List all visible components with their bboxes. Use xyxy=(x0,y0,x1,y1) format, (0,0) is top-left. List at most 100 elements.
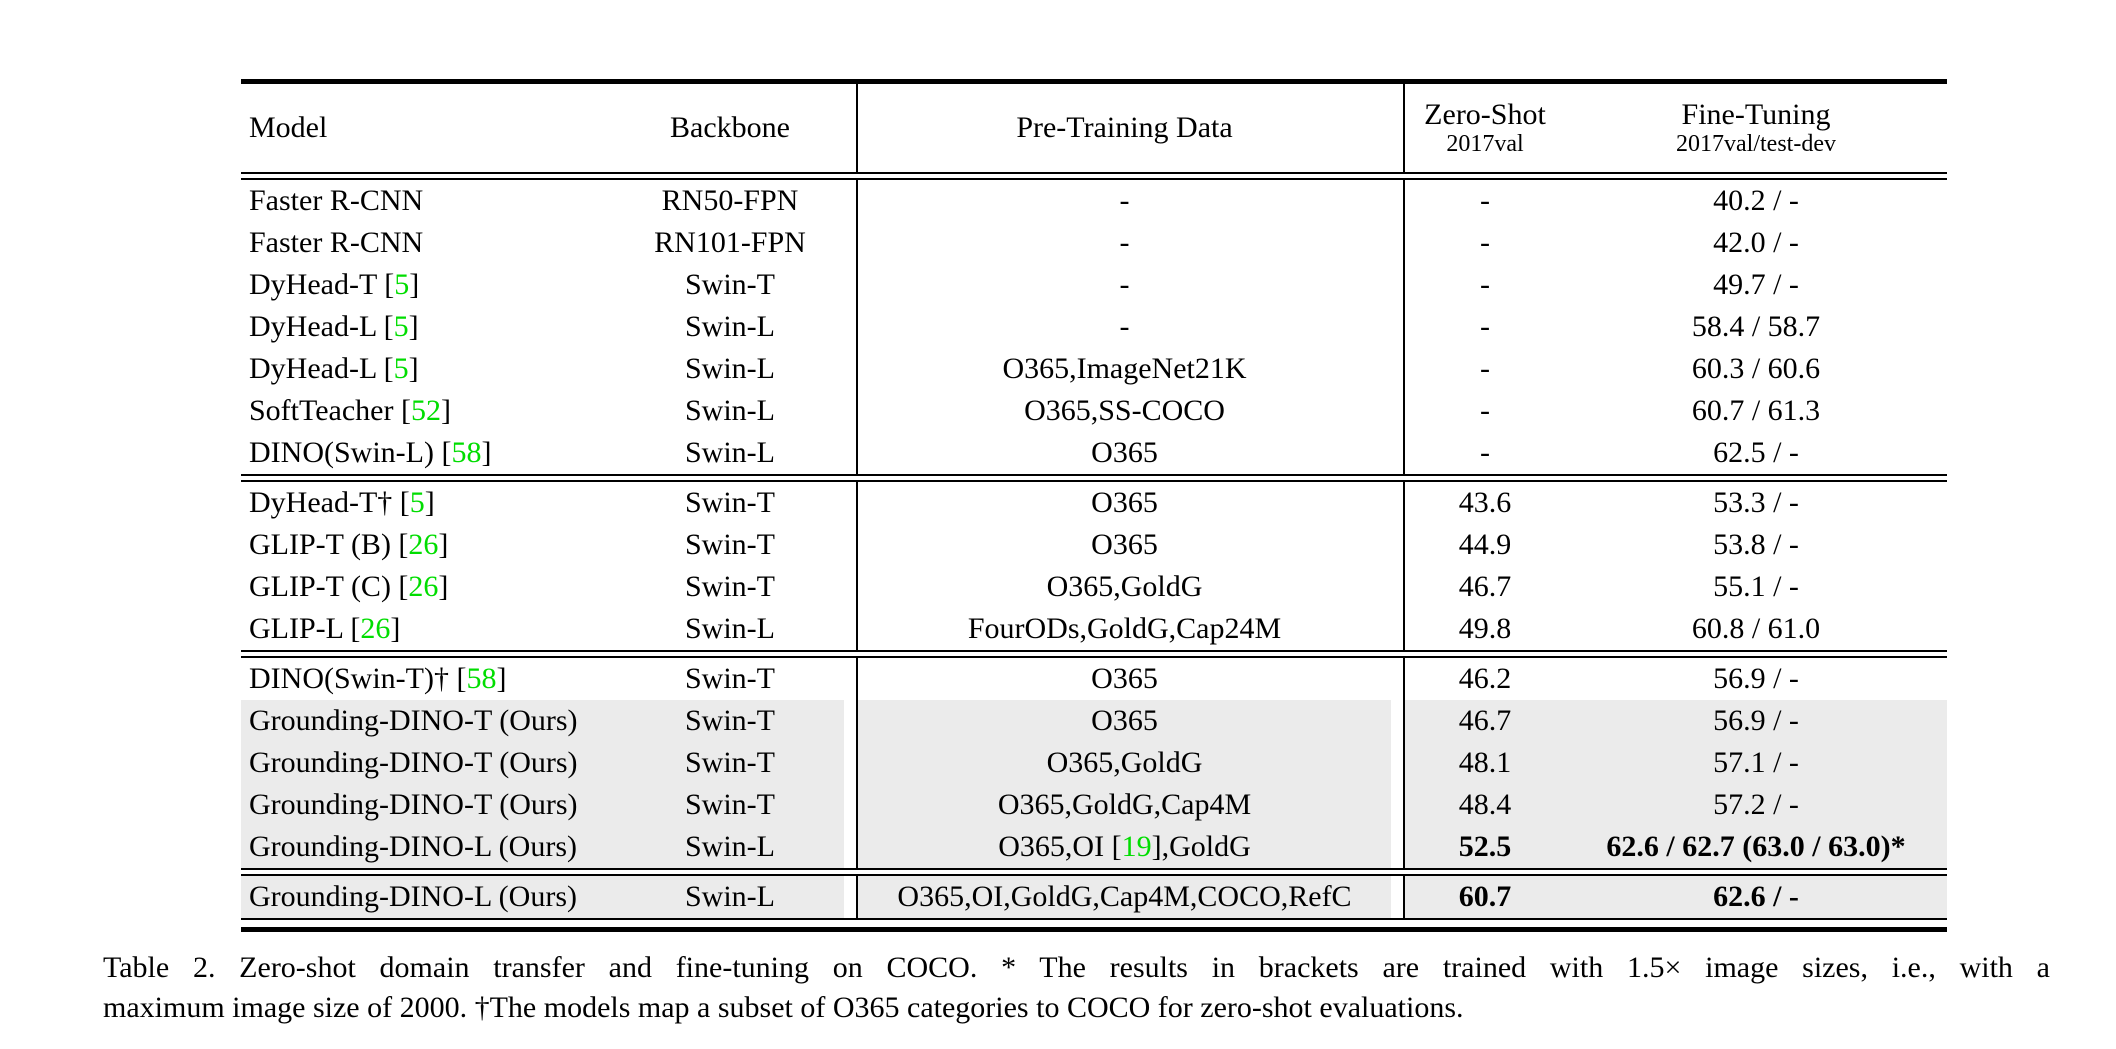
citation-number[interactable]: 5 xyxy=(393,352,409,385)
model-cell: GLIP-L [26] xyxy=(241,608,616,650)
backbone-cell: Swin-T xyxy=(616,264,856,306)
text-segment: DyHead-T [ xyxy=(249,268,395,301)
zeroshot-cell: - xyxy=(1403,222,1565,264)
model-cell: SoftTeacher [52] xyxy=(241,390,616,432)
table-row: Faster R-CNN RN50-FPN - - 40.2 / - xyxy=(241,180,1947,222)
text-segment: - xyxy=(1119,268,1130,301)
model-cell: DyHead-T [5] xyxy=(241,264,616,306)
citation-number[interactable]: 58 xyxy=(466,662,497,695)
backbone-cell: Swin-T xyxy=(616,482,856,524)
citation-number[interactable]: 52 xyxy=(410,394,441,427)
header-zero-shot-sub: 2017val xyxy=(1446,131,1524,158)
citation-number[interactable]: 26 xyxy=(408,570,439,603)
text-segment: O365,GoldG xyxy=(1046,746,1203,779)
table-row: SoftTeacher [52] Swin-L O365,SS-COCO -60.7 … xyxy=(241,390,1947,432)
text-segment: O365,SS-COCO xyxy=(1024,394,1225,427)
text-segment: - xyxy=(1119,184,1130,217)
header-backbone: Backbone xyxy=(616,84,856,172)
pretrain-cell: O365 xyxy=(856,700,1403,742)
text-segment: O365 xyxy=(1091,436,1158,469)
zeroshot-cell: 49.8 xyxy=(1403,608,1565,650)
header-model: Model xyxy=(249,111,328,144)
text-segment: GLIP-T (C) [ xyxy=(249,570,409,603)
backbone-cell: Swin-L xyxy=(616,826,856,868)
citation-number[interactable]: 5 xyxy=(394,268,410,301)
model-cell: Grounding-DINO-T (Ours) xyxy=(241,700,616,742)
finetune-cell: 60.8 / 61.0 xyxy=(1691,612,1821,645)
text-segment: ] xyxy=(438,570,449,603)
pretrain-cell: O365,SS-COCO xyxy=(856,390,1403,432)
citation-number[interactable]: 5 xyxy=(409,486,425,519)
table-row: GLIP-T (B) [26] Swin-T O365 44.9 53.8 / - xyxy=(241,524,1947,566)
text-segment: O365,GoldG,Cap4M xyxy=(997,788,1252,821)
text-segment: ] xyxy=(409,268,420,301)
model-cell: DyHead-T† [5] xyxy=(241,482,616,524)
model-cell: DyHead-L [5] xyxy=(241,348,616,390)
pretrain-cell: O365,GoldG,Cap4M xyxy=(856,784,1403,826)
text-segment: Faster R-CNN xyxy=(249,184,424,217)
citation-number[interactable]: 5 xyxy=(393,310,409,343)
text-segment: DyHead-L [ xyxy=(249,352,394,385)
backbone-cell: Swin-L xyxy=(616,306,856,348)
text-segment: O365,OI,GoldG,Cap4M,COCO,RefC xyxy=(897,880,1352,913)
model-cell: Grounding-DINO-T (Ours) xyxy=(241,742,616,784)
citation-number[interactable]: 19 xyxy=(1121,830,1152,863)
finetune-cell: 62.5 / - xyxy=(1713,436,1799,469)
finetune-cell: 55.1 / - xyxy=(1713,570,1799,603)
text-segment: ] xyxy=(496,662,507,695)
zeroshot-cell: 46.7 xyxy=(1403,700,1565,742)
finetune-cell: 40.2 / - xyxy=(1713,184,1799,217)
finetune-cell: 62.6 / 62.7 (63.0 / 63.0)* xyxy=(1565,826,1947,868)
model-cell: DyHead-L [5] xyxy=(241,306,616,348)
table-row: Grounding-DINO-T (Ours) Swin-T O365 46.7 56.… xyxy=(241,700,1947,742)
table-row: Grounding-DINO-L (Ours) Swin-L O365,OI [19… xyxy=(241,826,1947,868)
header-divider xyxy=(241,172,1947,180)
table-row: Grounding-DINO-T (Ours) Swin-T O365,GoldG 4… xyxy=(241,742,1947,784)
pretrain-cell: O365 xyxy=(856,432,1403,474)
table-row: DINO(Swin-T)† [58] Swin-T O365 46.2 56.9 / - xyxy=(241,658,1947,700)
citation-number[interactable]: 58 xyxy=(451,436,482,469)
table-row: DyHead-T† [5] Swin-T O365 43.6 53.3 / - xyxy=(241,482,1947,524)
backbone-cell: Swin-L xyxy=(616,390,856,432)
zeroshot-cell: 48.1 xyxy=(1403,742,1565,784)
citation-number[interactable]: 26 xyxy=(408,528,439,561)
section-divider xyxy=(241,474,1947,482)
citation-number[interactable]: 26 xyxy=(360,612,391,645)
zeroshot-cell: 46.7 xyxy=(1403,566,1565,608)
backbone-cell: Swin-T xyxy=(616,784,856,826)
model-cell: DINO(Swin-T)† [58] xyxy=(241,658,616,700)
finetune-cell: 53.3 / - xyxy=(1713,486,1799,519)
header-zero-shot: Zero-Shot 2017val xyxy=(1403,84,1565,172)
text-segment: ] xyxy=(408,310,419,343)
finetune-cell: 62.6 / - xyxy=(1565,876,1947,918)
backbone-cell: Swin-T xyxy=(616,742,856,784)
zeroshot-cell: - xyxy=(1403,306,1565,348)
finetune-cell: 57.2 / - xyxy=(1565,784,1947,826)
zeroshot-cell: 43.6 xyxy=(1403,482,1565,524)
text-segment: ],GoldG xyxy=(1151,830,1251,863)
text-segment: O365 xyxy=(1091,528,1158,561)
table-row: DyHead-L [5] Swin-L - -58.4 / 58.7 xyxy=(241,306,1947,348)
pretrain-cell: O365 xyxy=(856,524,1403,566)
pretrain-cell: FourODs,GoldG,Cap24M xyxy=(856,608,1403,650)
caption-line-2: maximum image size of 2000. †The models … xyxy=(103,991,1464,1024)
table-row: GLIP-T (C) [26] Swin-T O365,GoldG 46.7 55.1 … xyxy=(241,566,1947,608)
section-divider xyxy=(241,868,1947,876)
text-segment: O365 xyxy=(1091,486,1158,519)
text-segment: O365 xyxy=(1091,662,1158,695)
model-cell: Grounding-DINO-T (Ours) xyxy=(241,784,616,826)
zeroshot-cell: 44.9 xyxy=(1403,524,1565,566)
finetune-cell: 58.4 / 58.7 xyxy=(1691,310,1821,343)
model-cell: Grounding-DINO-L (Ours) xyxy=(241,876,616,918)
text-segment: DyHead-L [ xyxy=(249,310,394,343)
model-cell: Faster R-CNN xyxy=(241,180,616,222)
pretrain-cell: - xyxy=(856,264,1403,306)
text-segment: GLIP-L [ xyxy=(249,612,361,645)
table-body: Faster R-CNN RN50-FPN - -40.2 / - Faster R-C… xyxy=(241,180,1947,918)
text-segment: ] xyxy=(390,612,401,645)
table-header-row: Model Backbone Pre-Training Data Zero-Sh… xyxy=(241,84,1947,172)
backbone-cell: Swin-L xyxy=(616,876,856,918)
section-divider xyxy=(241,650,1947,658)
backbone-cell: Swin-L xyxy=(616,432,856,474)
text-segment: DyHead-T† [ xyxy=(249,486,410,519)
